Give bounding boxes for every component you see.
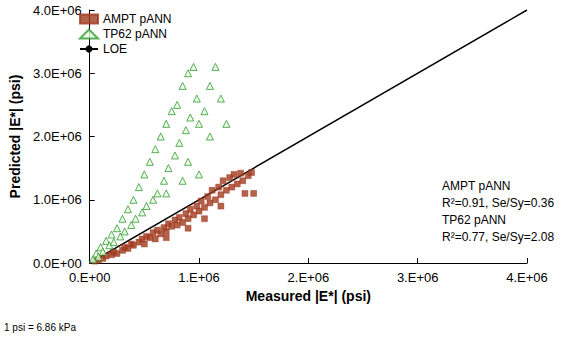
svg-text:Predicted |E*| (psi): Predicted |E*| (psi) — [7, 75, 23, 199]
svg-text:AMPT pANN: AMPT pANN — [442, 179, 510, 193]
svg-text:2.E+06: 2.E+06 — [288, 270, 330, 285]
svg-text:Measured |E*| (psi): Measured |E*| (psi) — [246, 288, 371, 304]
svg-text:AMPT pANN: AMPT pANN — [103, 12, 171, 26]
svg-text:1 psi = 6.86 kPa: 1 psi = 6.86 kPa — [4, 322, 76, 333]
svg-text:1.0E+06: 1.0E+06 — [33, 192, 82, 207]
svg-text:TP62 pANN: TP62 pANN — [442, 213, 506, 227]
svg-text:4.0E+06: 4.0E+06 — [33, 3, 82, 18]
svg-text:R²=0.91, Se/Sy=0.36: R²=0.91, Se/Sy=0.36 — [442, 196, 554, 210]
svg-text:4.E+06: 4.E+06 — [506, 270, 548, 285]
svg-text:2.0E+06: 2.0E+06 — [33, 129, 82, 144]
svg-text:1.E+06: 1.E+06 — [178, 270, 220, 285]
svg-text:TP62 pANN: TP62 pANN — [103, 27, 167, 41]
svg-text:R²=0.77, Se/Sy=2.08: R²=0.77, Se/Sy=2.08 — [442, 230, 554, 244]
svg-text:3.0E+06: 3.0E+06 — [33, 66, 82, 81]
svg-text:0.E+00: 0.E+00 — [69, 270, 111, 285]
svg-text:3.E+06: 3.E+06 — [397, 270, 439, 285]
svg-text:0.0E+00: 0.0E+00 — [33, 256, 82, 271]
svg-text:LOE: LOE — [103, 42, 127, 56]
